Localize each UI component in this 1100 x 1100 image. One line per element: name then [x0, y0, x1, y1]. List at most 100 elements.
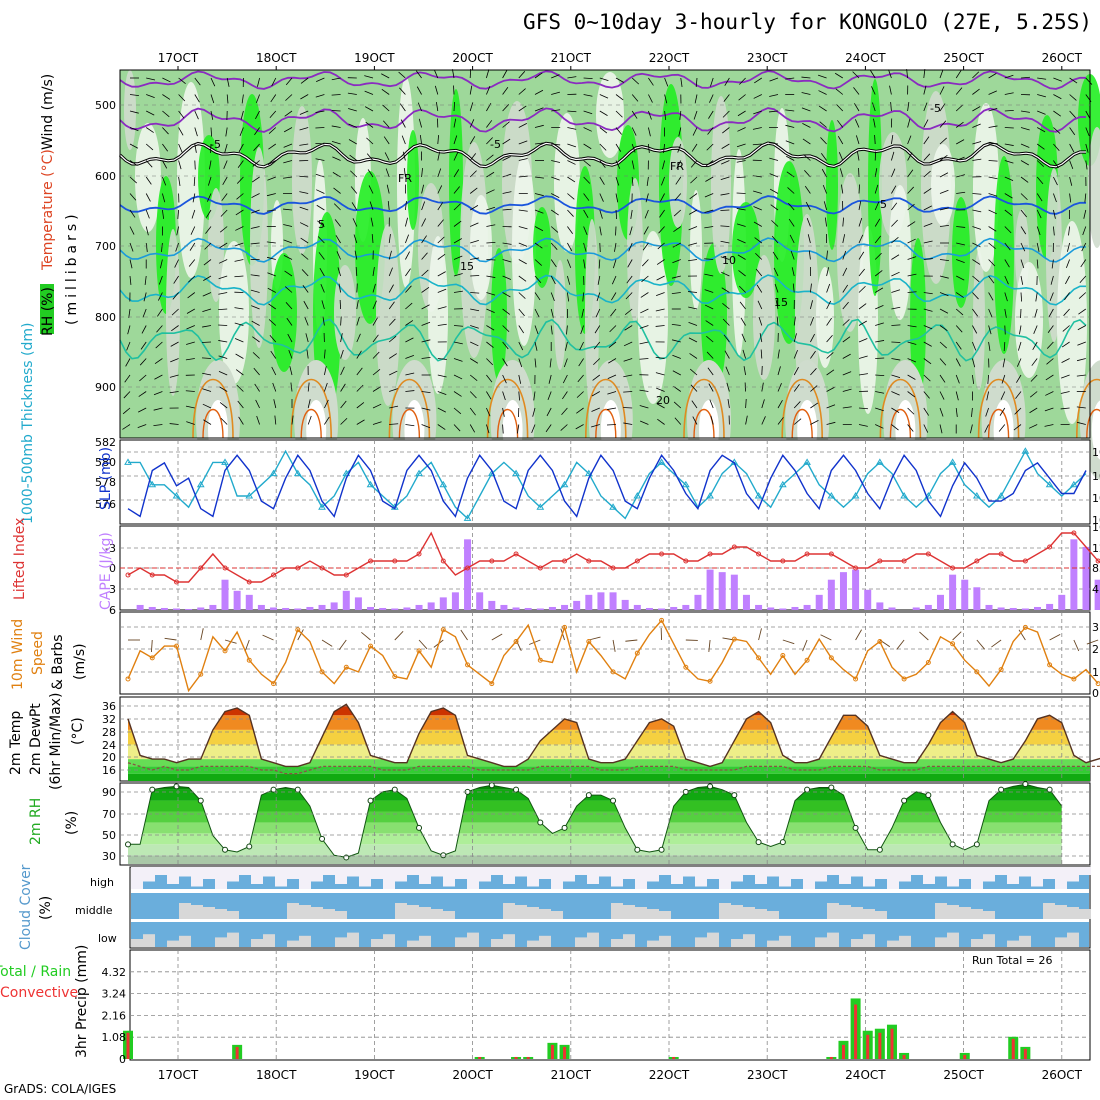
- wind-barb: [271, 366, 277, 376]
- wind-barb: [154, 358, 163, 364]
- wind-barb: [318, 252, 325, 260]
- wind-barb: [923, 391, 930, 399]
- wind-barb: [469, 424, 476, 433]
- cloud-high-clear: [527, 867, 539, 887]
- wind-barb: [972, 123, 981, 128]
- cloud-high-clear: [1055, 867, 1067, 889]
- wind10-barb: [625, 639, 638, 642]
- rh2m-marker: [246, 843, 253, 850]
- wind-barb: [356, 333, 361, 343]
- wind10-barb: [1018, 629, 1026, 641]
- wind-barb: [178, 176, 181, 186]
- wind-barb: [178, 160, 182, 170]
- wind-barb: [470, 239, 479, 244]
- wind-barb: [956, 242, 966, 246]
- wind-barb: [486, 308, 495, 314]
- tick-label-4.32: 4.32: [102, 966, 127, 979]
- cape-bar: [512, 607, 520, 610]
- wind-barb: [736, 143, 746, 148]
- cloud-middle-clear: [515, 905, 527, 919]
- wind10-barb: [297, 629, 304, 641]
- wind-barb: [826, 352, 834, 359]
- cape-bar: [730, 574, 738, 610]
- wind-barb: [129, 259, 133, 269]
- wind-barb: [741, 333, 746, 343]
- wind-barb: [1036, 209, 1042, 219]
- wind-barb: [891, 324, 901, 326]
- cloud-middle-clear: [863, 909, 875, 919]
- wind-barb: [858, 217, 863, 227]
- wind-barb: [709, 399, 714, 409]
- wind-barb: [162, 176, 167, 186]
- rh2m-marker: [998, 786, 1005, 793]
- wind-barb: [891, 289, 901, 293]
- wind-barb: [1029, 391, 1038, 398]
- wind-barb: [372, 421, 382, 425]
- wind10-barb: [855, 629, 862, 641]
- wind-barb: [534, 193, 544, 197]
- wind-barb: [220, 417, 228, 425]
- wind-barb: [286, 317, 293, 326]
- wind-barb: [842, 284, 849, 293]
- wind-barb: [891, 391, 900, 396]
- tick-label-500: 500: [95, 99, 116, 112]
- wind-barb: [219, 226, 228, 233]
- wind-barb: [738, 285, 746, 293]
- precip-panel: 4.323.242.161.080 Total / Rain Convectiv…: [0, 945, 1091, 1066]
- wind-barb: [661, 176, 665, 186]
- wind-barb: [777, 383, 782, 392]
- thickness-line-marker: [851, 492, 860, 499]
- wind-barb: [770, 204, 779, 211]
- wind-barb: [1061, 341, 1070, 348]
- wind-barb: [907, 135, 912, 145]
- wind-barb: [551, 143, 561, 146]
- wind-barb: [642, 242, 649, 251]
- wind-barb: [301, 253, 309, 260]
- wind-barb: [660, 193, 665, 202]
- rh-blob: [585, 219, 599, 416]
- wind-barb: [639, 341, 649, 345]
- wind-barb: [129, 127, 139, 132]
- wind-barb: [802, 123, 811, 128]
- wind-barb: [270, 94, 277, 103]
- lifted-index-line-marker: [392, 558, 398, 564]
- wind-barb: [672, 370, 681, 376]
- rh-blob: [690, 190, 702, 310]
- thickness-line-marker: [512, 469, 520, 477]
- wind-barb: [1003, 341, 1006, 352]
- wind-barb: [739, 301, 746, 310]
- cape-bar: [815, 594, 823, 610]
- wind-barb: [826, 283, 831, 293]
- wind-barb: [139, 358, 147, 366]
- wind-barb: [753, 110, 762, 115]
- wind-barb: [366, 137, 374, 145]
- wind-barb: [840, 184, 844, 194]
- wind-barb: [486, 241, 496, 244]
- lifted-index-line-marker: [901, 558, 907, 564]
- wind-barb: [567, 176, 576, 183]
- wind-barb: [486, 358, 494, 366]
- wind-barb: [988, 107, 998, 112]
- wind-barb: [826, 334, 833, 343]
- rh2m-marker: [125, 841, 131, 848]
- wind-barb: [234, 275, 244, 278]
- wind10-barb: [588, 636, 601, 641]
- wind-barb: [210, 94, 215, 104]
- wind-barb: [801, 107, 811, 112]
- wind-barb: [437, 271, 446, 277]
- cloud-low-clear: [1019, 935, 1031, 947]
- wind-barb: [534, 124, 544, 128]
- cape-bar: [160, 607, 168, 610]
- wind-barb: [673, 401, 682, 409]
- tick-label-1248: 1248: [1092, 542, 1100, 555]
- cloud-high-clear: [983, 867, 995, 882]
- cape-bar: [694, 594, 702, 610]
- wind-barb: [1017, 341, 1022, 351]
- wind-barb: [205, 226, 212, 234]
- wind-barb: [251, 176, 260, 183]
- wind-barb: [562, 374, 568, 384]
- wind-barb: [371, 233, 374, 244]
- wind-barb: [283, 255, 293, 260]
- wind-barb: [502, 391, 506, 401]
- wind-barb: [1020, 76, 1031, 79]
